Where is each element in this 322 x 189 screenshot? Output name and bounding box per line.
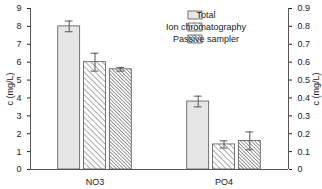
svg-text:0.3: 0.3 [298,111,311,121]
svg-text:2: 2 [16,129,21,139]
svg-text:Passive sampler: Passive sampler [173,34,239,44]
svg-text:0: 0 [298,164,303,174]
svg-text:9: 9 [16,3,21,13]
svg-text:Total: Total [196,10,215,20]
svg-text:c (mg/L): c (mg/L) [5,72,15,105]
svg-text:Ion chromatography: Ion chromatography [166,22,247,32]
svg-text:0.1: 0.1 [298,146,311,156]
svg-text:PO4: PO4 [215,177,233,187]
svg-text:0: 0 [16,164,21,174]
svg-text:NO3: NO3 [86,177,105,187]
svg-text:0.7: 0.7 [298,39,311,49]
svg-text:0.6: 0.6 [298,57,311,67]
svg-text:8: 8 [16,21,21,31]
svg-text:0.9: 0.9 [298,3,311,13]
svg-text:3: 3 [16,111,21,121]
svg-text:5: 5 [16,75,21,85]
svg-text:1: 1 [16,146,21,156]
svg-text:0.5: 0.5 [298,75,311,85]
svg-text:0.2: 0.2 [298,129,311,139]
svg-text:c (mg/L): c (mg/L) [311,72,321,105]
svg-text:7: 7 [16,39,21,49]
svg-text:0.4: 0.4 [298,93,311,103]
svg-text:0.8: 0.8 [298,21,311,31]
svg-text:4: 4 [16,93,21,103]
svg-text:6: 6 [16,57,21,67]
